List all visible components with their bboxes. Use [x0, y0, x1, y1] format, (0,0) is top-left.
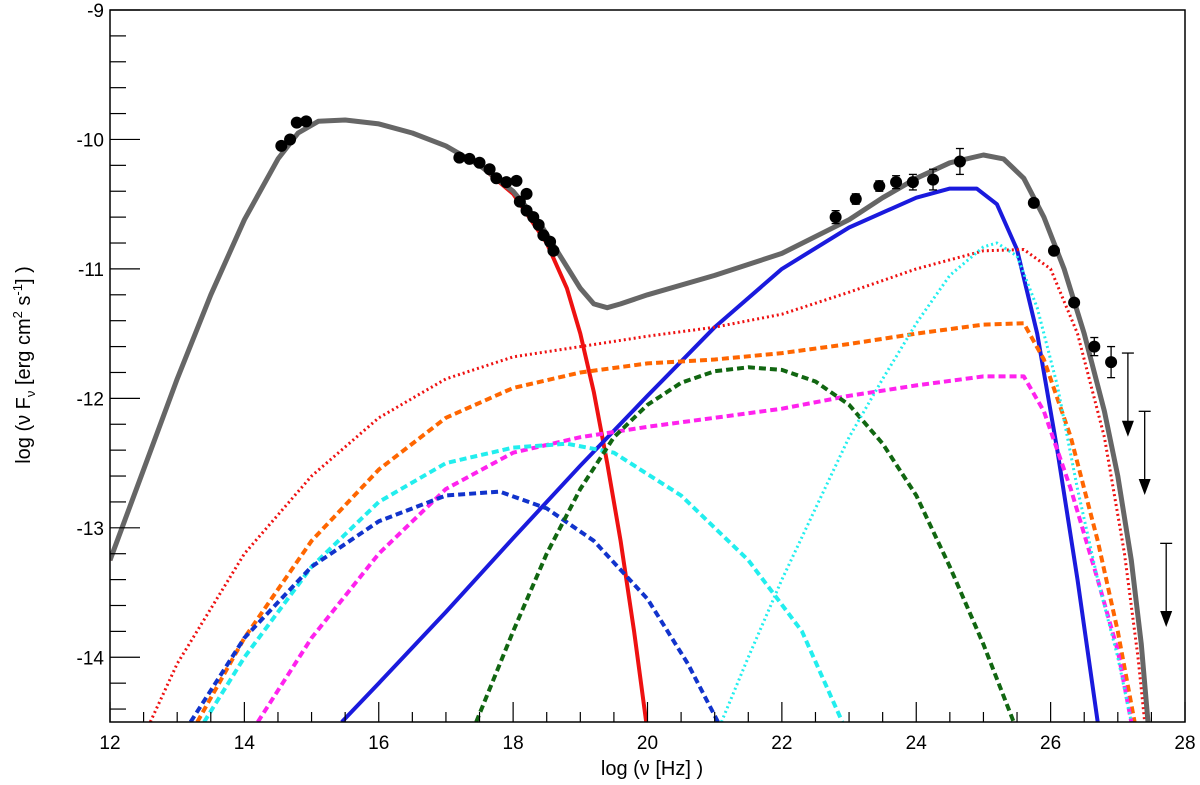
x-tick-label: 28	[1174, 733, 1195, 754]
data-point	[873, 180, 886, 193]
curve-red-dotted	[148, 248, 1147, 722]
y-tick-label: -9	[87, 1, 104, 22]
axis-ticks	[109, 9, 1186, 722]
data-point	[1047, 244, 1060, 257]
data-point	[1088, 340, 1101, 353]
y-axis-title-mid2: s	[13, 296, 35, 312]
data-points	[275, 115, 1118, 379]
data-point	[829, 211, 842, 224]
upper-limit-arrowhead	[1138, 478, 1151, 495]
y-axis-title-pre: log (ν F	[13, 397, 35, 464]
y-tick-labels: -14 -13 -12 -11 -10 -9	[77, 1, 105, 669]
data-point	[290, 116, 303, 129]
x-tick-labels: 12 14 16 18 20 22 24 26 28	[99, 733, 1195, 754]
data-point	[906, 176, 919, 189]
y-tick-label: -12	[77, 389, 104, 410]
x-tick-label: 20	[637, 733, 658, 754]
data-point	[275, 139, 288, 152]
data-point	[953, 155, 966, 168]
data-point	[490, 172, 503, 185]
curve-green-dashed	[474, 365, 1016, 722]
data-point	[1027, 196, 1040, 209]
y-tick-label: -13	[77, 519, 104, 540]
data-point	[300, 115, 313, 128]
data-point	[890, 176, 903, 189]
y-axis-title-mid: [erg cm	[13, 318, 35, 390]
curve-navy-dashed	[188, 489, 720, 722]
x-tick-label: 24	[906, 733, 928, 754]
curve-ssc-blue	[340, 186, 1100, 722]
curve-cyan-dotted	[720, 241, 1133, 722]
data-point	[463, 152, 476, 165]
data-point	[547, 244, 560, 257]
curve-sync-red	[110, 118, 649, 722]
x-axis-title: log (ν [Hz] )	[601, 758, 703, 780]
curve-magenta-dashed	[256, 374, 1134, 722]
y-tick-label: -11	[78, 260, 104, 281]
x-tick-label: 14	[234, 733, 256, 754]
data-point	[544, 235, 557, 248]
data-point	[284, 133, 297, 146]
data-point	[483, 163, 496, 176]
data-point	[473, 156, 486, 169]
y-tick-label: -10	[77, 130, 104, 151]
curve-cyan-dashed	[202, 441, 845, 722]
model-curves	[110, 117, 1151, 722]
y-axis-title-post: ] )	[13, 266, 35, 284]
curve-orange-dashed	[195, 321, 1137, 722]
data-point	[513, 195, 526, 208]
x-tick-label: 16	[368, 733, 389, 754]
y-axis-title-sub: ν	[23, 391, 38, 398]
data-point	[1105, 356, 1118, 369]
data-point	[849, 193, 862, 206]
data-point	[453, 151, 466, 164]
data-point	[1068, 296, 1081, 309]
y-axis-title-sup2: -1	[10, 284, 25, 296]
x-tick-label: 18	[503, 733, 524, 754]
data-point	[927, 173, 940, 186]
x-tick-label: 22	[771, 733, 792, 754]
data-point	[500, 176, 513, 189]
upper-limit-arrowhead	[1160, 611, 1173, 628]
y-axis-title-sup1: 2	[10, 311, 25, 318]
y-tick-label: -14	[77, 648, 105, 669]
upper-limits	[1121, 352, 1173, 628]
plot-frame	[109, 9, 1186, 723]
data-point	[532, 218, 545, 231]
curve-total	[110, 117, 1151, 722]
data-point	[510, 174, 523, 187]
x-tick-label: 26	[1040, 733, 1061, 754]
y-axis-title: log (ν Fν [erg cm2 s-1] )	[10, 266, 38, 464]
data-point	[520, 187, 533, 200]
x-tick-label: 12	[99, 733, 120, 754]
upper-limit-arrowhead	[1121, 420, 1134, 437]
